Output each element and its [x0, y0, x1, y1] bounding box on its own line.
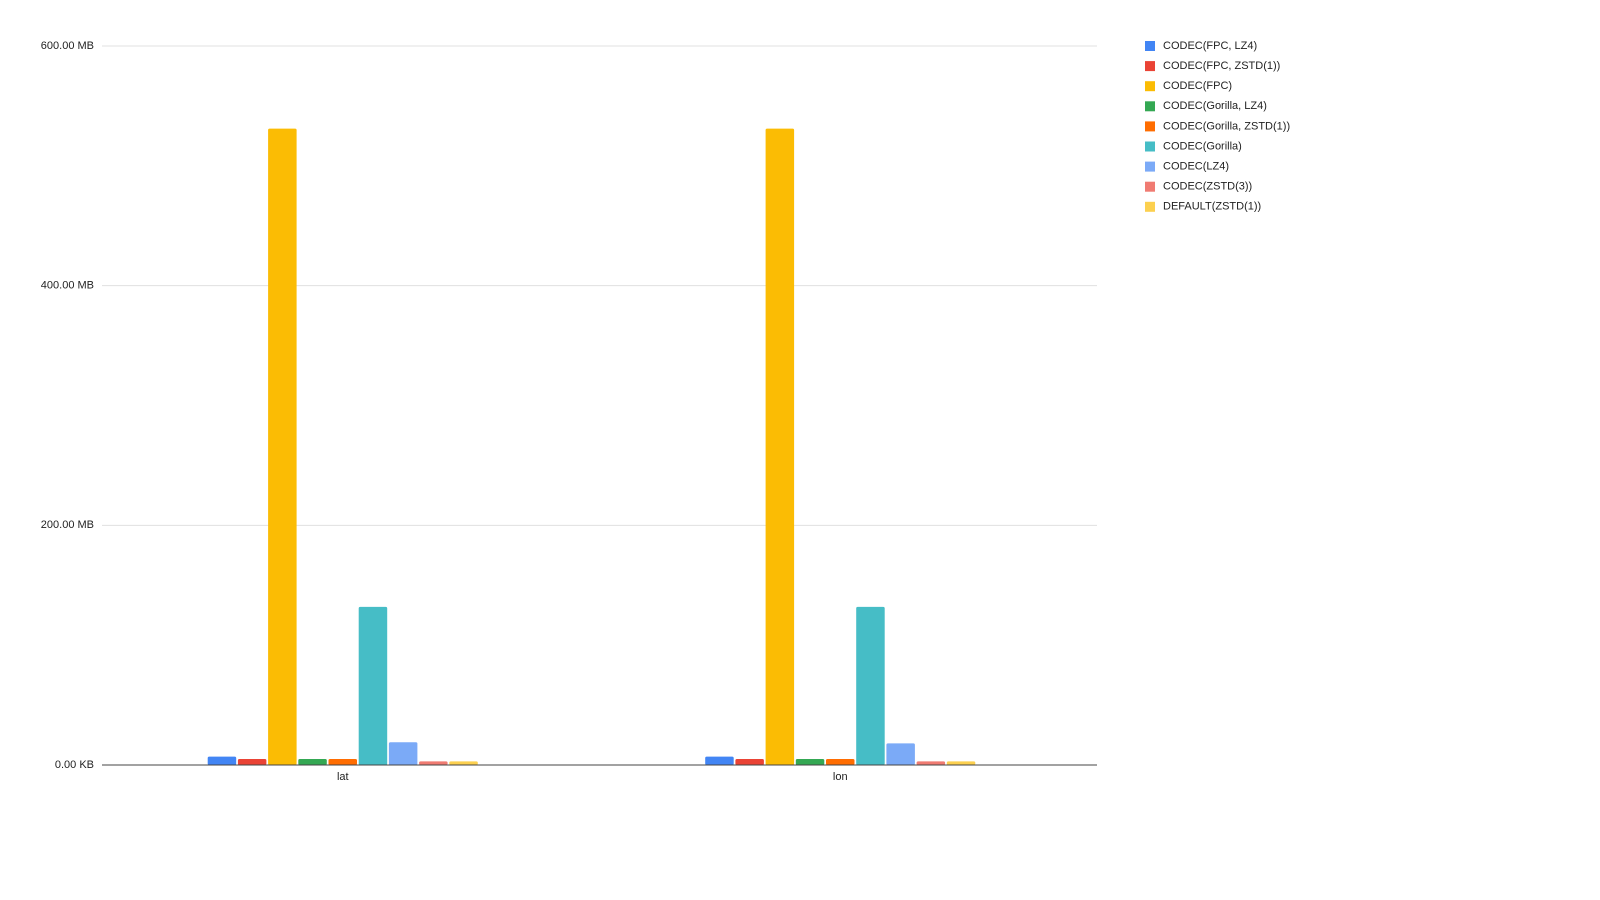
bar	[237, 759, 267, 765]
legend-label: CODEC(Gorilla, ZSTD(1))	[1163, 120, 1290, 132]
bar	[735, 759, 764, 765]
x-tick-label: lon	[833, 771, 848, 783]
bar	[856, 606, 885, 765]
x-tick-label: lat	[337, 771, 349, 783]
legend-swatch	[1145, 121, 1155, 132]
legend-swatch	[1145, 101, 1155, 112]
legend-swatch	[1145, 81, 1155, 92]
bar	[328, 759, 357, 765]
bar	[207, 756, 237, 765]
legend-swatch	[1145, 41, 1155, 51]
legend-label: CODEC(LZ4)	[1163, 161, 1229, 173]
legend-swatch	[1145, 61, 1155, 72]
bar	[705, 756, 734, 765]
bar	[358, 606, 388, 765]
legend-label: CODEC(FPC, ZSTD(1))	[1163, 60, 1280, 72]
legend-swatch	[1145, 181, 1155, 192]
bar	[795, 759, 825, 765]
legend-label: CODEC(ZSTD(3))	[1163, 181, 1252, 193]
legend-swatch	[1145, 141, 1155, 152]
bar	[826, 759, 855, 765]
legend-label: CODEC(Gorilla, LZ4)	[1163, 100, 1267, 112]
bar	[886, 743, 915, 765]
legend-label: DEFAULT(ZSTD(1))	[1163, 201, 1261, 213]
y-tick-label: 0.00 KB	[55, 759, 94, 771]
bar	[268, 128, 297, 765]
legend-label: CODEC(FPC)	[1163, 80, 1232, 92]
legend-label: CODEC(FPC, LZ4)	[1163, 40, 1257, 52]
bar	[449, 761, 478, 765]
bar	[916, 761, 946, 765]
y-tick-label: 600.00 MB	[41, 40, 94, 52]
bar	[388, 742, 418, 765]
legend-swatch	[1145, 161, 1155, 172]
bar	[298, 759, 327, 765]
legend-swatch	[1145, 201, 1155, 212]
bar	[765, 128, 795, 765]
y-tick-label: 200.00 MB	[41, 519, 94, 531]
bar	[419, 761, 448, 765]
bar	[946, 761, 976, 765]
y-tick-label: 400.00 MB	[41, 280, 94, 292]
legend-label: CODEC(Gorilla)	[1163, 140, 1242, 152]
